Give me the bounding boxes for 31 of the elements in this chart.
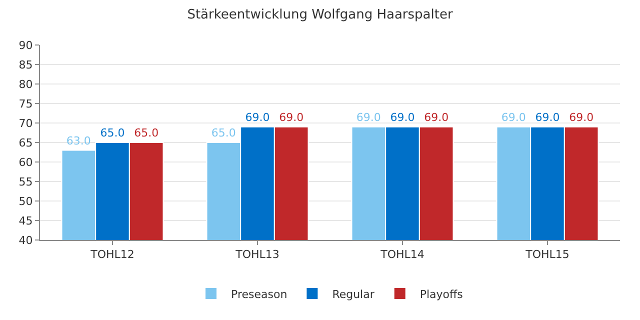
y-tick-label: 40 <box>18 234 33 247</box>
data-label: 69.0 <box>501 110 526 124</box>
y-tick-label: 55 <box>18 175 33 188</box>
y-tick-label: 80 <box>18 78 33 91</box>
x-tick-label: TOHL15 <box>524 248 570 262</box>
x-tick-label: TOHL13 <box>234 248 280 262</box>
y-tick-label: 45 <box>18 214 33 228</box>
legend-label: Preseason <box>231 288 288 301</box>
chart-title: Stärkeentwicklung Wolfgang Haarspalter <box>187 8 454 23</box>
legend-label: Regular <box>332 288 375 301</box>
y-tick-label: 65 <box>18 136 33 150</box>
data-label: 63.0 <box>66 134 91 148</box>
data-label: 69.0 <box>390 110 415 124</box>
data-label: 65.0 <box>134 126 159 140</box>
data-label: 69.0 <box>535 110 560 124</box>
x-tick-label: TOHL14 <box>380 248 424 262</box>
data-label: 69.0 <box>356 110 381 124</box>
y-tick-label: 60 <box>18 156 33 169</box>
y-tick-label: 70 <box>18 116 33 130</box>
data-label: 65.0 <box>211 126 236 140</box>
y-tick-label: 85 <box>18 58 33 72</box>
data-label: 69.0 <box>245 110 270 124</box>
data-label: 69.0 <box>279 110 304 124</box>
legend-label: Playoffs <box>420 288 464 301</box>
data-label: 69.0 <box>569 110 594 124</box>
data-label: 69.0 <box>424 110 449 124</box>
x-tick-label: TOHL12 <box>90 248 134 262</box>
y-tick-label: 90 <box>18 38 33 52</box>
y-tick-label: 75 <box>18 97 33 110</box>
y-tick-label: 50 <box>18 194 33 208</box>
data-label: 65.0 <box>100 126 125 140</box>
